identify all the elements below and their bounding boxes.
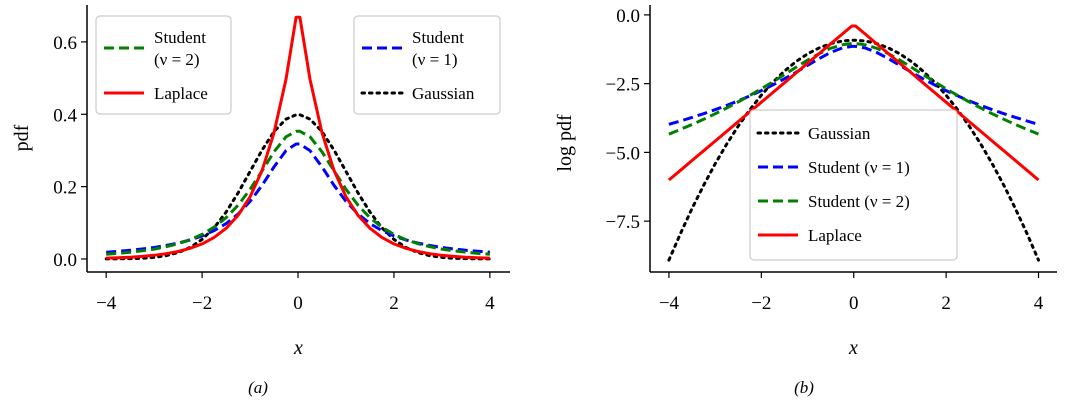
legend-label: Laplace xyxy=(808,226,862,245)
x-tick-label: −2 xyxy=(192,293,212,314)
y-tick-label: −5.0 xyxy=(606,143,640,164)
series-line-student1 xyxy=(106,142,491,254)
x-tick-label: −2 xyxy=(751,293,771,314)
x-tick-label: 2 xyxy=(941,293,951,314)
y-axis-label: pdf xyxy=(11,124,33,151)
legend-label: Student xyxy=(154,28,206,47)
series-line-laplace xyxy=(106,15,490,260)
y-tick-label: −2.5 xyxy=(606,75,640,96)
legend-label: Student (ν = 1) xyxy=(808,158,910,177)
legend: Gaussian Student (ν = 1) Student (ν = 2) La… xyxy=(749,109,958,261)
legend-label: Gaussian xyxy=(412,84,475,103)
legend-label: (ν = 2) xyxy=(154,50,200,69)
series-group xyxy=(667,24,1040,262)
legend-label: Laplace xyxy=(154,84,208,103)
legend-label: Gaussian xyxy=(808,124,871,143)
panel-caption: (b) xyxy=(794,378,814,397)
series-line-laplace xyxy=(667,24,1040,182)
series-line-student2 xyxy=(106,129,490,256)
legend-frame xyxy=(749,109,958,261)
series-line-student1 xyxy=(668,44,1039,126)
legend-label: Student (ν = 2) xyxy=(808,192,910,211)
chart-panel-b: −4 −2 0 2 4 0.0 −2.5 −5.0 −7.5 x log pdf (b) Gaussia… xyxy=(554,5,1057,397)
x-tick-label: 4 xyxy=(485,293,495,314)
x-tick-label: 0 xyxy=(293,293,303,314)
legend-label: (ν = 1) xyxy=(412,50,458,69)
x-axis-label: x xyxy=(848,337,858,359)
y-tick-label: 0.0 xyxy=(53,250,77,271)
y-tick-label: 0.0 xyxy=(616,6,640,27)
x-tick-label: −4 xyxy=(659,293,680,314)
y-tick-label: 0.6 xyxy=(53,33,77,54)
legend-frame xyxy=(95,15,232,115)
y-axis-label: log pdf xyxy=(554,114,576,172)
legend: Student (ν = 1) Gaussian xyxy=(353,15,501,115)
series-line-gaussian xyxy=(667,38,1040,262)
legend-label: Student xyxy=(412,28,464,47)
x-axis-label: x xyxy=(293,337,303,359)
series-group xyxy=(104,15,492,261)
x-tick-label: 4 xyxy=(1034,293,1044,314)
chart-panel-a: −4 −2 0 2 4 0.0 0.2 0.4 0.6 x pdf (a) Student (ν = 2)… xyxy=(11,5,510,397)
series-line-student2 xyxy=(668,42,1040,136)
x-tick-label: −4 xyxy=(96,293,117,314)
series-line-gaussian xyxy=(104,113,492,261)
panel-caption: (a) xyxy=(248,378,268,397)
y-tick-label: −7.5 xyxy=(606,212,640,233)
y-tick-label: 0.2 xyxy=(53,178,77,199)
x-tick-label: 2 xyxy=(389,293,399,314)
x-tick-label: 0 xyxy=(849,293,859,314)
legend-frame xyxy=(353,15,501,115)
y-tick-label: 0.4 xyxy=(53,105,77,126)
legend: Student (ν = 2) Laplace xyxy=(95,15,232,115)
